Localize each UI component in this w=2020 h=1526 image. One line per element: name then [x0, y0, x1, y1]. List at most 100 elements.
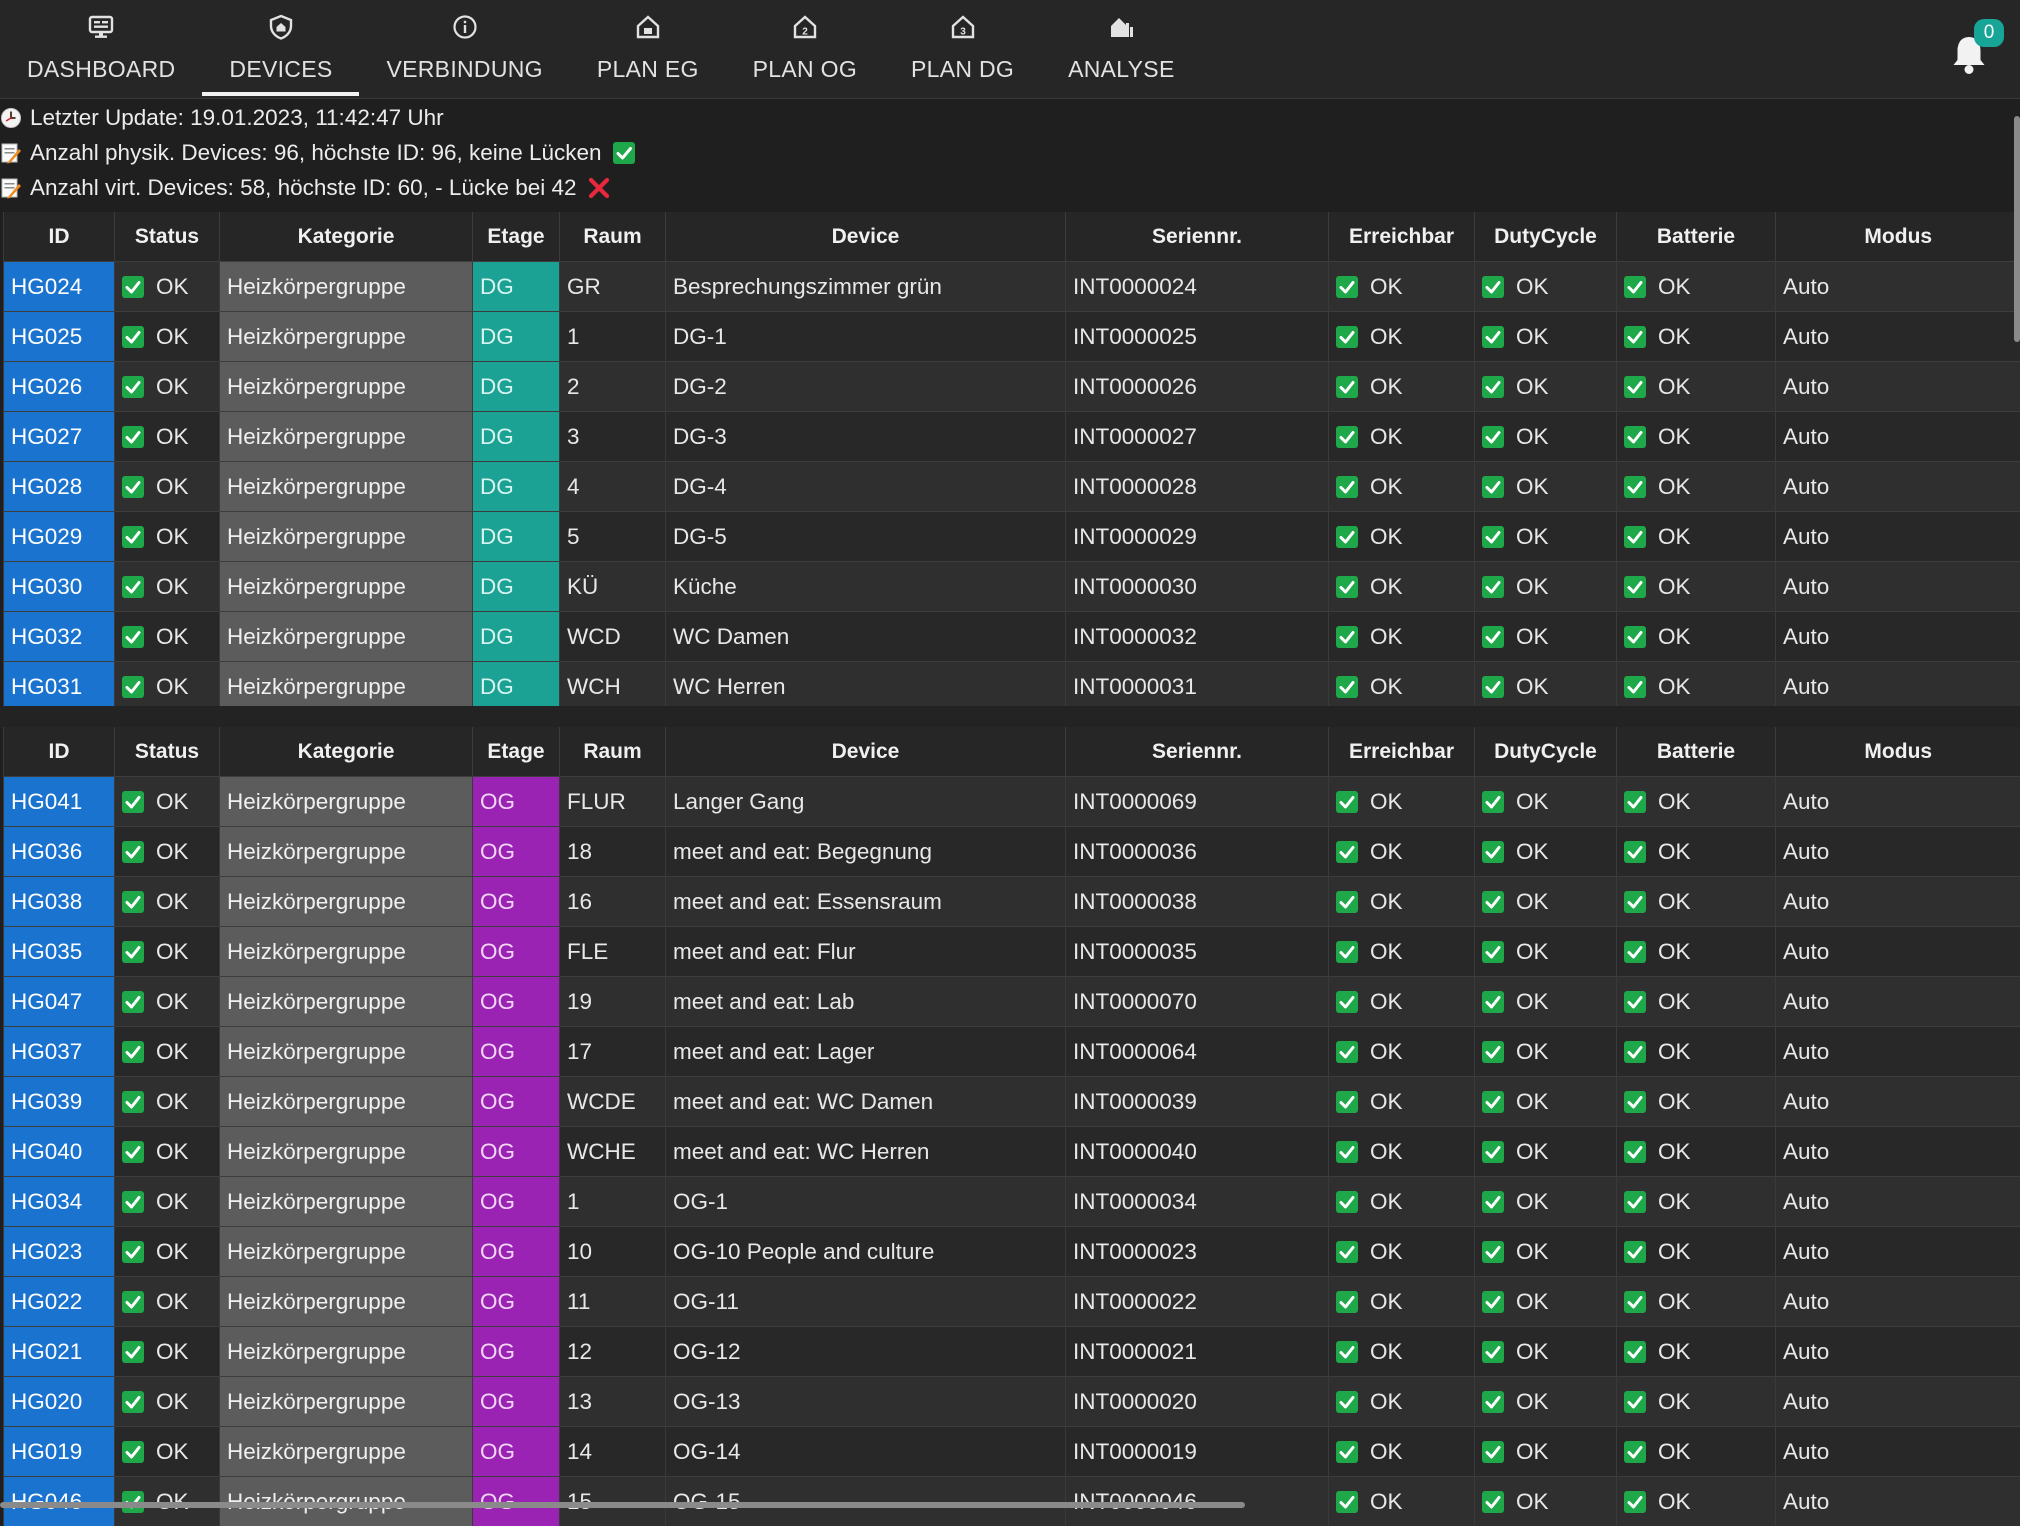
cell-id[interactable]: HG047	[4, 977, 115, 1027]
column-header-serial[interactable]: Seriennr.	[1066, 727, 1329, 777]
column-header-raum[interactable]: Raum	[560, 727, 666, 777]
cell-id[interactable]: HG040	[4, 1127, 115, 1177]
cell-id[interactable]: HG035	[4, 927, 115, 977]
cell-id[interactable]: HG025	[4, 312, 115, 362]
column-header-id[interactable]: ID	[4, 727, 115, 777]
column-header-status[interactable]: Status	[115, 727, 220, 777]
cell-id[interactable]: HG024	[4, 262, 115, 312]
column-header-modus[interactable]: Modus	[1776, 727, 2020, 777]
check-mark-icon	[1336, 891, 1358, 913]
cell-id[interactable]: HG029	[4, 512, 115, 562]
cell-id[interactable]: HG041	[4, 777, 115, 827]
column-header-modus[interactable]: Modus	[1776, 212, 2020, 262]
cell-id[interactable]: HG031	[4, 662, 115, 712]
cell-batterie: OK	[1617, 462, 1776, 512]
svg-text:3: 3	[960, 27, 966, 38]
column-header-dutycycle[interactable]: DutyCycle	[1475, 212, 1617, 262]
cell-id[interactable]: HG021	[4, 1327, 115, 1377]
horizontal-scrollbar[interactable]	[0, 1502, 1245, 1508]
cell-serial: INT0000022	[1066, 1277, 1329, 1327]
cell-id[interactable]: HG036	[4, 827, 115, 877]
check-mark-icon	[1482, 991, 1504, 1013]
column-header-device[interactable]: Device	[666, 727, 1066, 777]
status-text: OK	[1658, 274, 1691, 299]
column-header-device[interactable]: Device	[666, 212, 1066, 262]
cell-kategorie: Heizkörpergruppe	[220, 362, 473, 412]
cell-id[interactable]: HG019	[4, 1427, 115, 1477]
cell-id[interactable]: HG034	[4, 1177, 115, 1227]
column-header-etage[interactable]: Etage	[473, 212, 560, 262]
tab-dashboard[interactable]: DASHBOARD	[0, 0, 202, 96]
cell-id[interactable]: HG022	[4, 1277, 115, 1327]
cell-etage: DG	[473, 662, 560, 712]
status-text: OK	[1370, 889, 1403, 914]
tab-verbindung[interactable]: VERBINDUNG	[359, 0, 569, 96]
cell-raum: WCH	[560, 662, 666, 712]
status-text: OK	[1516, 424, 1549, 449]
tab-analyse[interactable]: ANALYSE	[1041, 0, 1202, 96]
cell-id[interactable]: HG032	[4, 612, 115, 662]
tab-plan-dg[interactable]: 3 PLAN DG	[884, 0, 1041, 96]
column-header-batterie[interactable]: Batterie	[1617, 212, 1776, 262]
cell-id[interactable]: HG030	[4, 562, 115, 612]
cell-status: OK	[115, 312, 220, 362]
vertical-scrollbar[interactable]	[2014, 116, 2020, 342]
cell-id[interactable]: HG039	[4, 1077, 115, 1127]
check-mark-icon	[122, 1191, 144, 1213]
cell-id[interactable]: HG028	[4, 462, 115, 512]
column-header-id[interactable]: ID	[4, 212, 115, 262]
check-mark-icon	[1482, 1041, 1504, 1063]
tab-plan-og[interactable]: 2 PLAN OG	[726, 0, 884, 96]
column-header-raum[interactable]: Raum	[560, 212, 666, 262]
column-header-kategorie[interactable]: Kategorie	[220, 212, 473, 262]
house-analysis-icon	[1108, 14, 1134, 40]
cell-id[interactable]: HG038	[4, 877, 115, 927]
cell-id[interactable]: HG023	[4, 1227, 115, 1277]
column-header-kategorie[interactable]: Kategorie	[220, 727, 473, 777]
cell-id[interactable]: HG037	[4, 1027, 115, 1077]
column-header-etage[interactable]: Etage	[473, 727, 560, 777]
tab-plan-eg[interactable]: PLAN EG	[570, 0, 726, 96]
column-header-status[interactable]: Status	[115, 212, 220, 262]
column-header-erreichbar[interactable]: Erreichbar	[1329, 212, 1475, 262]
cell-erreichbar: OK	[1329, 1427, 1475, 1477]
column-header-batterie[interactable]: Batterie	[1617, 727, 1776, 777]
cell-device: OG-1	[666, 1177, 1066, 1227]
cell-id[interactable]: HG026	[4, 362, 115, 412]
cell-id[interactable]: HG020	[4, 1377, 115, 1427]
tab-devices[interactable]: DEVICES	[202, 0, 359, 96]
check-mark-icon	[1624, 676, 1646, 698]
column-header-dutycycle[interactable]: DutyCycle	[1475, 727, 1617, 777]
last-update-line: Letzter Update: 19.01.2023, 11:42:47 Uhr	[0, 100, 1560, 135]
tab-label: PLAN EG	[597, 56, 699, 83]
cell-raum: 16	[560, 877, 666, 927]
cell-id[interactable]: HG027	[4, 412, 115, 462]
column-header-erreichbar[interactable]: Erreichbar	[1329, 727, 1475, 777]
status-text: OK	[156, 274, 189, 299]
column-header-serial[interactable]: Seriennr.	[1066, 212, 1329, 262]
